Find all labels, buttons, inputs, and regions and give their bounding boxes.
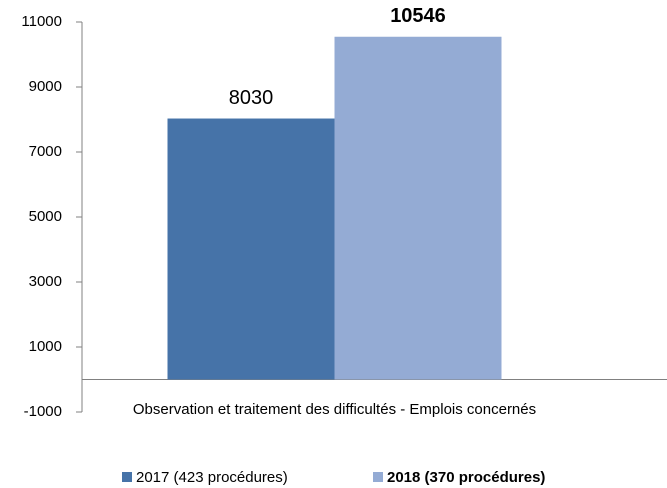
- legend-label: 2018 (370 procédures): [387, 469, 545, 486]
- legend-swatch: [122, 472, 132, 482]
- legend-label: 2017 (423 procédures): [136, 469, 288, 486]
- x-tick-label: Observation et traitement des difficulté…: [133, 401, 536, 418]
- y-tick-label: 9000: [29, 78, 62, 95]
- value-label: 10546: [390, 5, 446, 27]
- y-tick-label: 5000: [29, 208, 62, 225]
- y-tick-label: 7000: [29, 143, 62, 160]
- bar: [334, 36, 502, 380]
- value-label: 8030: [229, 87, 274, 109]
- y-tick-label: -1000: [24, 403, 62, 420]
- bar: [167, 118, 335, 380]
- y-tick-label: 1000: [29, 338, 62, 355]
- legend-swatch: [373, 472, 383, 482]
- y-tick-label: 11000: [21, 13, 62, 30]
- y-tick-label: 3000: [29, 273, 62, 290]
